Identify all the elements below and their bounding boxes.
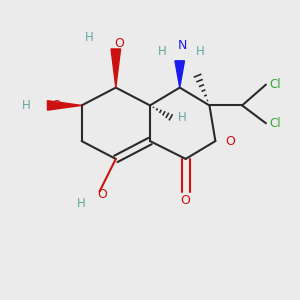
Text: H: H — [22, 99, 31, 112]
Text: O: O — [181, 194, 190, 207]
Text: O: O — [51, 99, 61, 112]
Polygon shape — [111, 49, 121, 88]
Polygon shape — [47, 101, 82, 110]
Text: H: H — [178, 111, 187, 124]
Text: H: H — [85, 31, 93, 44]
Text: H: H — [158, 45, 166, 58]
Polygon shape — [175, 61, 184, 88]
Text: N: N — [178, 40, 188, 52]
Text: H: H — [77, 197, 86, 210]
Text: O: O — [114, 37, 124, 50]
Text: O: O — [98, 188, 107, 201]
Text: Cl: Cl — [269, 117, 281, 130]
Text: O: O — [225, 135, 235, 148]
Text: H: H — [196, 45, 205, 58]
Text: Cl: Cl — [269, 78, 281, 91]
